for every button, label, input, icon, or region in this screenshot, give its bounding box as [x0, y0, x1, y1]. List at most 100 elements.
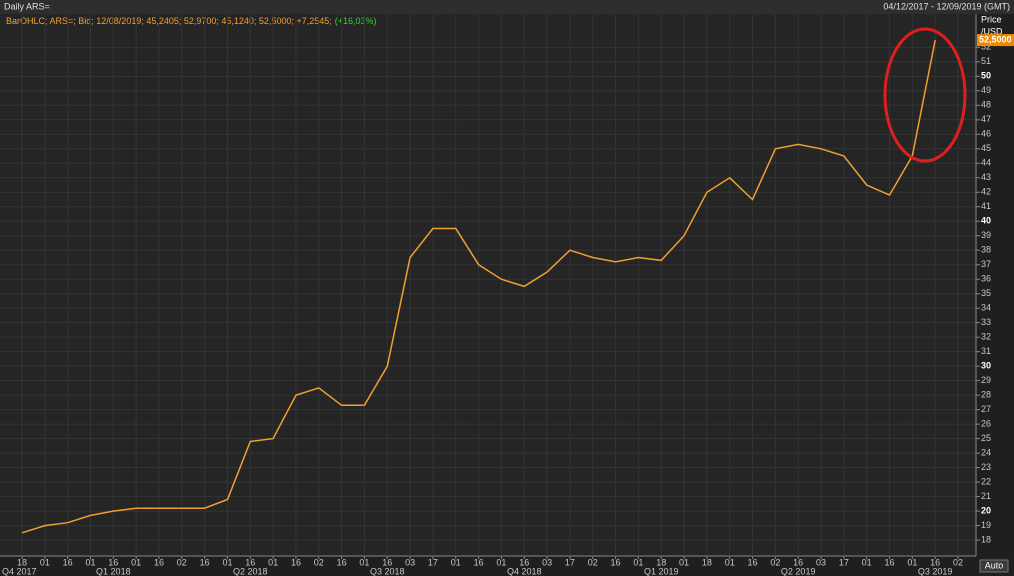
highlight-ellipse — [883, 27, 967, 163]
y-tick-label: 41 — [981, 201, 991, 211]
x-tick-label: 16 — [930, 557, 940, 567]
quarter-label: Q3 2019 — [918, 566, 953, 576]
legend-entry: BarOHLC; ARS=; Bid; 12/08/2019; 45,2405;… — [6, 16, 377, 26]
quarter-label: Q3 2018 — [370, 566, 405, 576]
y-tick-label: 28 — [981, 390, 991, 400]
y-tick-label: 23 — [981, 462, 991, 472]
y-tick-label: 24 — [981, 447, 991, 457]
x-tick-label: 02 — [770, 557, 780, 567]
chart-title: Daily ARS= — [4, 1, 50, 11]
x-tick-label: 17 — [428, 557, 438, 567]
x-tick-label: 01 — [907, 557, 917, 567]
y-tick-label: 52 — [981, 42, 991, 52]
y-tick-label: 40 — [981, 216, 991, 226]
legend-text: BarOHLC; ARS=; Bid; 12/08/2019; 45,2405;… — [6, 16, 332, 26]
y-tick-label: 30 — [981, 361, 991, 371]
auto-button[interactable] — [979, 559, 1009, 573]
y-tick-label: 36 — [981, 274, 991, 284]
y-tick-label: 21 — [981, 491, 991, 501]
last-price-label: 52,5000 — [979, 34, 1012, 44]
y-tick-label: 48 — [981, 100, 991, 110]
x-tick-label: 16 — [748, 557, 758, 567]
x-tick-label: 01 — [451, 557, 461, 567]
x-tick-label: 02 — [177, 557, 187, 567]
x-tick-label: 16 — [291, 557, 301, 567]
x-tick-label: 17 — [565, 557, 575, 567]
x-tick-label: 01 — [268, 557, 278, 567]
axis-unit: /USD — [981, 26, 1003, 36]
x-tick-label: 03 — [816, 557, 826, 567]
x-tick-label: 16 — [382, 557, 392, 567]
quarter-label: Q4 2017 — [2, 566, 37, 576]
y-tick-label: 33 — [981, 317, 991, 327]
x-tick-label: 01 — [633, 557, 643, 567]
x-tick-label: 02 — [314, 557, 324, 567]
y-tick-label: 19 — [981, 520, 991, 530]
y-tick-label: 22 — [981, 476, 991, 486]
x-tick-label: 16 — [108, 557, 118, 567]
y-tick-label: 37 — [981, 259, 991, 269]
legend-change: (+16,03%) — [335, 16, 377, 26]
x-tick-label: 16 — [337, 557, 347, 567]
y-tick-label: 35 — [981, 288, 991, 298]
x-tick-label: 02 — [953, 557, 963, 567]
quarter-label: Q1 2019 — [644, 566, 679, 576]
y-tick-label: 29 — [981, 375, 991, 385]
quarter-label: Q4 2018 — [507, 566, 542, 576]
x-tick-label: 01 — [725, 557, 735, 567]
plot-area — [0, 14, 976, 556]
x-tick-label: 16 — [885, 557, 895, 567]
y-tick-label: 26 — [981, 418, 991, 428]
x-tick-label: 01 — [359, 557, 369, 567]
x-tick-label: 01 — [131, 557, 141, 567]
x-tick-label: 16 — [245, 557, 255, 567]
y-tick-label: 20 — [981, 505, 991, 515]
x-tick-label: 16 — [63, 557, 73, 567]
header-bar — [0, 0, 1014, 14]
x-tick-label: 01 — [85, 557, 95, 567]
x-tick-label: 03 — [405, 557, 415, 567]
x-tick-label: 01 — [862, 557, 872, 567]
x-tick-label: 01 — [496, 557, 506, 567]
x-tick-label: 01 — [40, 557, 50, 567]
y-tick-label: 50 — [981, 71, 991, 81]
y-tick-label: 31 — [981, 346, 991, 356]
y-tick-label: 43 — [981, 172, 991, 182]
x-tick-label: 02 — [588, 557, 598, 567]
y-tick-label: 34 — [981, 303, 991, 313]
x-tick-label: 16 — [200, 557, 210, 567]
auto-button-label[interactable]: Auto — [985, 560, 1004, 570]
quarter-label: Q2 2018 — [233, 566, 268, 576]
last-price-badge — [977, 34, 1014, 47]
x-tick-label: 16 — [519, 557, 529, 567]
y-tick-label: 32 — [981, 332, 991, 342]
x-tick-label: 16 — [611, 557, 621, 567]
y-tick-label: 46 — [981, 129, 991, 139]
x-tick-label: 16 — [793, 557, 803, 567]
y-tick-label: 18 — [981, 534, 991, 544]
x-tick-label: 18 — [702, 557, 712, 567]
y-tick-label: 45 — [981, 143, 991, 153]
x-tick-label: 18 — [17, 557, 27, 567]
axis-label: Price — [981, 14, 1002, 24]
x-tick-label: 17 — [839, 557, 849, 567]
y-tick-label: 39 — [981, 230, 991, 240]
x-tick-label: 16 — [474, 557, 484, 567]
x-tick-label: 01 — [222, 557, 232, 567]
quarter-label: Q1 2018 — [96, 566, 131, 576]
y-tick-label: 47 — [981, 114, 991, 124]
date-range: 04/12/2017 - 12/09/2019 (GMT) — [883, 1, 1010, 11]
y-tick-label: 44 — [981, 158, 991, 168]
y-tick-label: 42 — [981, 187, 991, 197]
y-tick-label: 27 — [981, 404, 991, 414]
x-tick-label: 16 — [154, 557, 164, 567]
y-tick-label: 38 — [981, 245, 991, 255]
price-line — [21, 39, 936, 534]
y-tick-label: 25 — [981, 433, 991, 443]
y-tick-label: 51 — [981, 56, 991, 66]
x-tick-label: 18 — [656, 557, 666, 567]
quarter-label: Q2 2019 — [781, 566, 816, 576]
y-tick-label: 49 — [981, 85, 991, 95]
x-tick-label: 01 — [679, 557, 689, 567]
